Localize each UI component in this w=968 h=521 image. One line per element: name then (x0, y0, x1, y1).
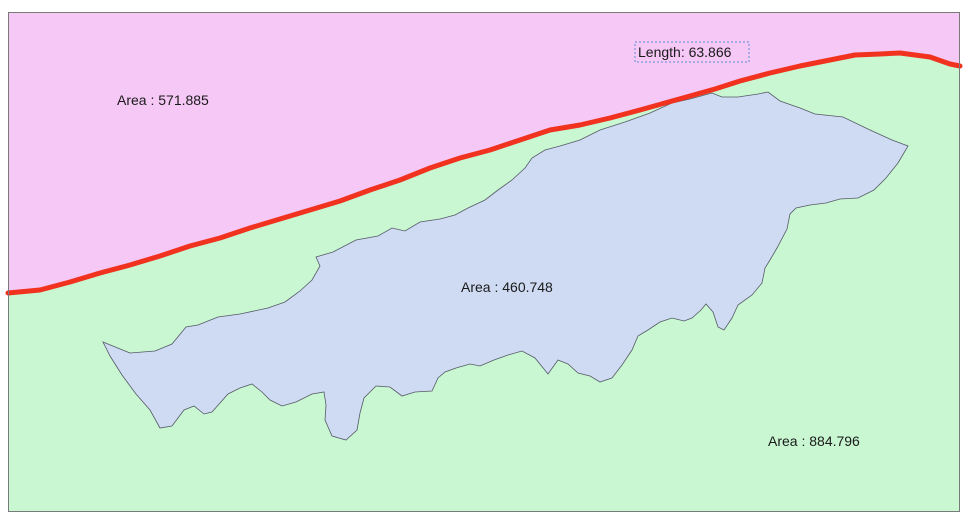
map-frame (8, 12, 960, 512)
inner-area-polygon[interactable] (102, 91, 909, 441)
length-label-selection-box[interactable] (634, 41, 750, 63)
length-label[interactable]: Length: 63.866 (638, 44, 732, 60)
upper-area-polygon[interactable] (8, 12, 960, 293)
boundary-line[interactable] (5, 50, 963, 296)
inner-area-label[interactable]: Area : 460.748 (461, 279, 553, 295)
lower-area-label[interactable]: Area : 884.796 (768, 433, 860, 449)
upper-area-label[interactable]: Area : 571.885 (117, 92, 209, 108)
